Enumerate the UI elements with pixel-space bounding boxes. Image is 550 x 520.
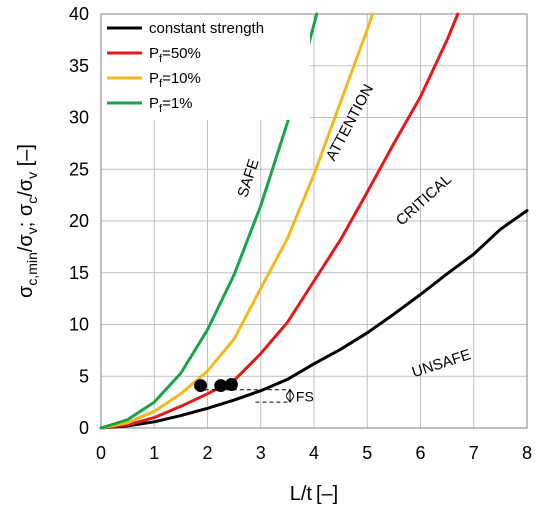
legend-label-suffix: =1%: [162, 95, 192, 112]
y-title-sub: v: [24, 227, 40, 234]
data-marker: [214, 379, 228, 393]
x-tick-label: 5: [362, 443, 372, 463]
x-axis-title-unit: [–]: [316, 483, 338, 505]
legend-label-sub: f: [159, 78, 163, 90]
legend-label-main: P: [149, 45, 159, 62]
y-tick-label: 40: [69, 4, 89, 24]
region-label-critical: CRITICAL: [393, 171, 455, 229]
legend-label: constant strength: [149, 20, 264, 37]
x-tick-label: 4: [309, 443, 319, 463]
y-tick-label: 5: [79, 366, 89, 386]
fs-annotation: [204, 388, 295, 404]
x-tick-label: 7: [469, 443, 479, 463]
legend-label: Pf=50%: [149, 45, 201, 65]
x-tick-label: 3: [256, 443, 266, 463]
x-axis-title: L/t [–]: [290, 483, 339, 505]
legend-label-main: P: [149, 70, 159, 87]
legend-label-suffix: =10%: [162, 70, 201, 87]
legend-label: Pf=10%: [149, 70, 201, 90]
data-marker: [194, 379, 208, 393]
legend-label-sub: f: [159, 53, 163, 65]
y-axis-title: σc,min/σv; σc/σv [–]: [15, 144, 40, 298]
y-tick-label: 25: [69, 159, 89, 179]
legend-label-suffix: =50%: [162, 45, 201, 62]
x-tick-label: 6: [415, 443, 425, 463]
y-tick-label: 15: [69, 263, 89, 283]
region-label-safe: SAFE: [234, 157, 262, 200]
legend-label-sub: f: [159, 103, 163, 115]
y-tick-labels: 0 5 10 15 20 25 30 35 40: [69, 4, 89, 438]
marker-layer: [194, 378, 238, 393]
fs-label: FS: [296, 389, 314, 405]
x-tick-label: 8: [522, 443, 532, 463]
fs-arrow-head: [285, 395, 295, 404]
y-title-part: [–]: [15, 144, 37, 172]
series-line: [99, 12, 460, 430]
y-title-part: ; σ: [15, 203, 37, 227]
x-tick-labels: 0 1 2 3 4 5 6 7 8: [96, 443, 532, 463]
data-marker: [224, 378, 238, 392]
y-title-part: /σ: [15, 178, 37, 197]
x-tick-label: 0: [96, 443, 106, 463]
legend-label-main: constant strength: [149, 20, 264, 37]
region-label-attention: ATTENTION: [323, 82, 377, 164]
x-tick-label: 2: [202, 443, 212, 463]
y-tick-label: 20: [69, 211, 89, 231]
fs-arrow-head: [285, 388, 295, 396]
y-tick-label: 35: [69, 56, 89, 76]
series-line: [99, 209, 529, 430]
series-line: [99, 12, 375, 430]
plot-frame: [100, 13, 528, 429]
y-tick-label: 0: [79, 418, 89, 438]
legend-label: Pf=1%: [149, 95, 193, 115]
y-tick-label: 10: [69, 315, 89, 335]
y-title-sub: v: [24, 172, 40, 179]
y-title-sub: c,min: [24, 252, 40, 285]
x-tick-label: 1: [149, 443, 159, 463]
x-axis-title-main: L/t: [290, 483, 313, 505]
y-title-part: σ: [15, 285, 37, 298]
y-title-part: /σ: [15, 234, 37, 253]
y-tick-label: 30: [69, 108, 89, 128]
y-title-sub: c: [24, 197, 40, 204]
legend-label-main: P: [149, 95, 159, 112]
